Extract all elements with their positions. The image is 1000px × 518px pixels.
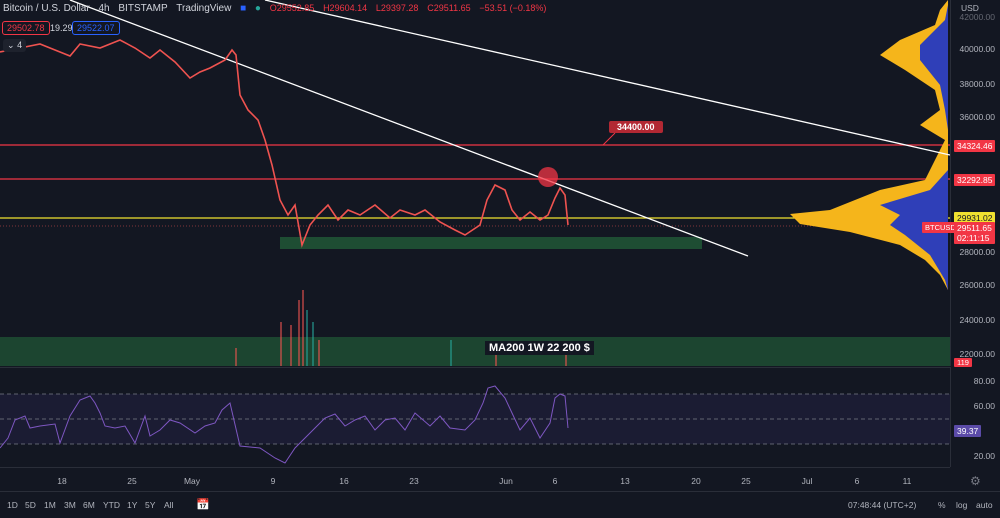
range-5y[interactable]: 5Y (145, 500, 156, 510)
rsi-axis[interactable]: 80.00 60.00 20.00 (950, 367, 1000, 467)
level-tag-29931: 29931.02 (954, 212, 996, 224)
spread-value: 19.29 (50, 23, 73, 33)
ma200-label[interactable]: MA200 1W 22 200 $ (485, 341, 594, 355)
breakout-circle (538, 167, 558, 187)
time-tick: 13 (620, 476, 630, 486)
symbol-name[interactable]: Bitcoin / U.S. Dollar (3, 3, 90, 14)
time-tick: 16 (339, 476, 349, 486)
time-tick: Jul (801, 476, 813, 486)
exchange: BITSTAMP (118, 3, 168, 14)
time-tick: 6 (552, 476, 558, 486)
time-axis[interactable]: 18 25 May 9 16 23 Jun 6 13 20 25 Jul 6 11 (0, 467, 950, 492)
price-chart-canvas[interactable] (0, 0, 950, 366)
last-price-tag: 29511.65 02:11:15 (954, 222, 995, 244)
ohlc-high: H29604.14 (323, 3, 368, 13)
rsi-value-tag: 39.37 (954, 425, 982, 437)
rsi-canvas[interactable] (0, 368, 950, 468)
time-tick: 18 (57, 476, 67, 486)
chevron-down-icon: ⌄ (7, 40, 15, 50)
sell-price-button[interactable]: 29502.78 (2, 21, 50, 35)
level-tag-32292: 32292.85 (954, 174, 996, 186)
trendline-long (264, 0, 950, 156)
time-tick: 23 (409, 476, 419, 486)
ohlc-close: C29511.65 (427, 3, 471, 13)
callout-34400[interactable]: 34400.00 (609, 121, 663, 133)
time-tick: 20 (691, 476, 701, 486)
range-1d[interactable]: 1D (7, 500, 18, 510)
trendline-short (69, 0, 749, 257)
price-candles (0, 39, 569, 248)
auto-toggle[interactable]: auto (976, 500, 993, 510)
symbol-legend: Bitcoin / U.S. Dollar 4h BITSTAMP Tradin… (3, 3, 552, 14)
rsi-line (0, 385, 569, 464)
time-tick: 25 (127, 476, 137, 486)
range-ytd[interactable]: YTD (103, 500, 120, 510)
collapse-indicators-button[interactable]: ⌄ 4 (3, 39, 27, 52)
source: TradingView (176, 3, 232, 14)
range-1y[interactable]: 1Y (127, 500, 138, 510)
range-3m[interactable]: 3M (64, 500, 76, 510)
range-all[interactable]: All (164, 500, 174, 510)
ohlc-open: O29552.85 (269, 3, 315, 13)
support-zone (280, 237, 702, 249)
time-tick: Jun (499, 476, 513, 486)
rsi-pane[interactable] (0, 367, 950, 468)
currency-label[interactable]: USD (961, 3, 979, 13)
volume-bars (235, 290, 567, 366)
symbol-tag: BTCUSD (922, 222, 959, 233)
clock[interactable]: 07:48:44 (UTC+2) (848, 500, 917, 510)
time-tick: 11 (902, 476, 912, 486)
range-1m[interactable]: 1M (44, 500, 56, 510)
time-tick: 9 (270, 476, 276, 486)
time-tick: May (183, 476, 201, 486)
range-5d[interactable]: 5D (25, 500, 36, 510)
flag-icon[interactable]: ■ (240, 3, 247, 14)
level-tag-34324: 34324.46 (954, 140, 996, 152)
price-chart-pane[interactable]: Bitcoin / U.S. Dollar 4h BITSTAMP Tradin… (0, 0, 950, 366)
ohlc-low: L29397.28 (375, 3, 419, 13)
goto-date-icon[interactable]: 📅 (196, 499, 210, 511)
volume-tag: 119 (954, 358, 972, 367)
ma200-zone (0, 337, 950, 366)
market-status-icon: ● (254, 3, 261, 14)
ohlc-change: −53.51 (−0.18%) (479, 3, 547, 13)
bottom-toolbar: 1D 5D 1M 3M 6M YTD 1Y 5Y All 📅 07:48:44 … (0, 491, 1000, 518)
percent-toggle[interactable]: % (938, 500, 946, 510)
buy-price-button[interactable]: 29522.07 (72, 21, 120, 35)
time-tick: 6 (854, 476, 860, 486)
interval[interactable]: 4h (98, 3, 110, 14)
time-tick: 25 (741, 476, 751, 486)
settings-gear-icon[interactable]: ⚙ (970, 474, 981, 488)
range-6m[interactable]: 6M (83, 500, 95, 510)
log-toggle[interactable]: log (956, 500, 968, 510)
